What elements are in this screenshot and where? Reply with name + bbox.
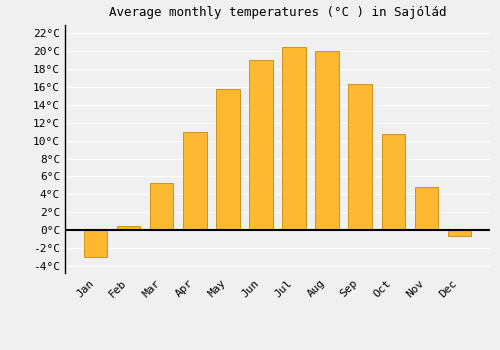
Bar bbox=[84, 230, 108, 257]
Bar bbox=[448, 230, 470, 236]
Bar bbox=[184, 132, 206, 230]
Bar bbox=[282, 47, 306, 230]
Bar bbox=[414, 187, 438, 230]
Bar bbox=[382, 134, 404, 230]
Bar bbox=[316, 51, 338, 230]
Bar bbox=[216, 89, 240, 230]
Bar bbox=[250, 60, 272, 230]
Title: Average monthly temperatures (°C ) in Sajólád: Average monthly temperatures (°C ) in Sa… bbox=[109, 6, 446, 19]
Bar bbox=[118, 226, 141, 230]
Bar bbox=[150, 183, 174, 230]
Bar bbox=[348, 84, 372, 230]
